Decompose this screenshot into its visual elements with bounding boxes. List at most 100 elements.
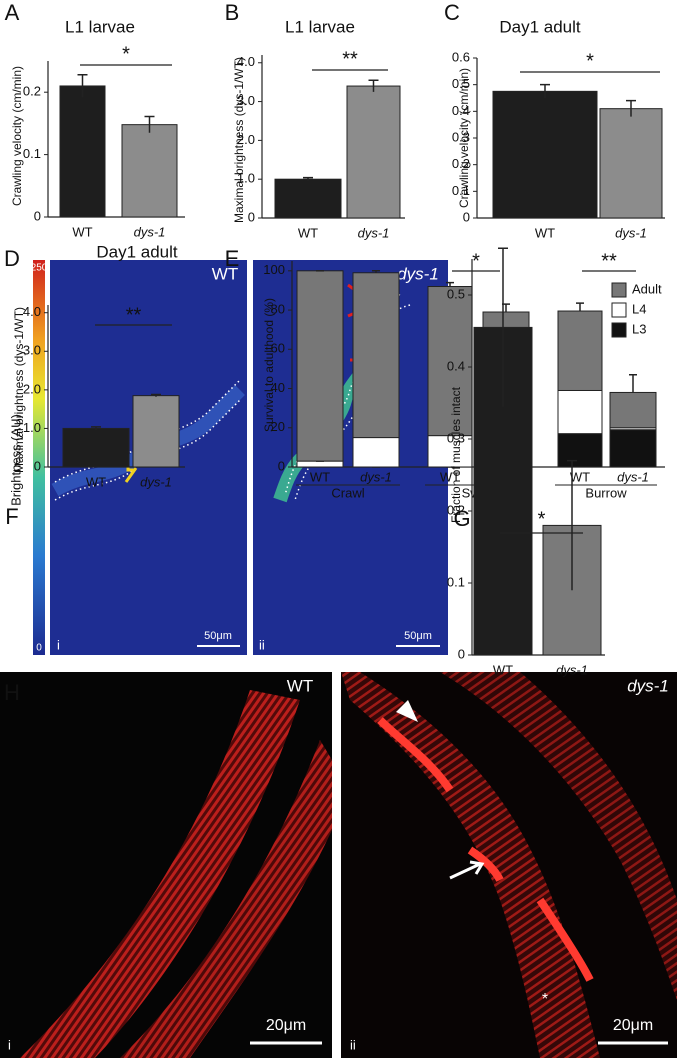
bar-segment bbox=[557, 389, 603, 435]
image-index: ii bbox=[350, 1037, 356, 1052]
error-bar bbox=[540, 83, 550, 98]
significance-label: * bbox=[472, 250, 480, 272]
arrow bbox=[449, 860, 485, 880]
significance-label: * bbox=[586, 50, 594, 72]
muscle bbox=[20, 690, 300, 1058]
y-tick-label: 0 bbox=[248, 209, 255, 224]
error-bar bbox=[446, 281, 454, 287]
bar-segment bbox=[609, 391, 657, 429]
significance-label: * bbox=[538, 508, 546, 530]
chart-title: L1 larvae bbox=[285, 17, 355, 36]
panel-letter: E bbox=[225, 246, 240, 271]
bar bbox=[346, 85, 401, 219]
y-axis-label: Survival to adulthood (%) bbox=[262, 298, 276, 432]
legend-label: L3 bbox=[632, 321, 646, 336]
y-axis-label: Fraction of muscles intact bbox=[449, 386, 463, 523]
colorbar-min: 0 bbox=[36, 643, 42, 654]
damaged-muscle bbox=[377, 717, 594, 982]
bar bbox=[62, 427, 130, 468]
panel-letter: D bbox=[4, 246, 20, 271]
muscle bbox=[440, 672, 677, 1000]
y-axis-label: Crawling velocity (cm/min) bbox=[457, 68, 471, 208]
x-tick-label: dys-1 bbox=[556, 662, 588, 677]
bar-segment bbox=[296, 270, 344, 462]
image-label: dys-1 bbox=[627, 676, 669, 695]
scale-label: 20μm bbox=[613, 1017, 653, 1034]
y-axis-label: Maximal brightness (dys-1/WT) bbox=[12, 307, 26, 473]
colorbar-label: Brightness (AU) bbox=[8, 414, 23, 506]
image-label: WT bbox=[287, 676, 313, 695]
y-tick-label: 1.0 bbox=[23, 420, 41, 435]
y-tick-label: 3.0 bbox=[23, 343, 41, 358]
legend-swatch bbox=[611, 322, 627, 338]
y-tick-label: 4.0 bbox=[237, 54, 255, 69]
bar-segment bbox=[557, 310, 603, 391]
bar bbox=[599, 108, 663, 219]
panel-h: WT i 20μm * dys-1 ii 20μm bbox=[0, 672, 677, 1058]
worm-outline bbox=[284, 293, 411, 501]
x-tick-label: dys-1 bbox=[140, 474, 172, 489]
y-tick-label: 0.6 bbox=[452, 49, 470, 64]
image-f-ii bbox=[253, 260, 448, 655]
error-bar bbox=[576, 302, 584, 312]
error-bar bbox=[498, 247, 508, 407]
bar bbox=[274, 178, 342, 219]
colorbar bbox=[33, 260, 45, 655]
image-label: WT bbox=[212, 264, 238, 283]
bar-segment bbox=[352, 272, 400, 439]
bar-segment bbox=[557, 433, 603, 468]
panel-letter: B bbox=[225, 0, 240, 25]
y-tick-label: 0 bbox=[34, 458, 41, 473]
y-tick-label: 0.2 bbox=[452, 156, 470, 171]
legend-label: L4 bbox=[632, 301, 646, 316]
y-tick-label: 0.2 bbox=[447, 502, 465, 517]
x-tick-label: WT bbox=[493, 662, 513, 677]
y-tick-label: 0.1 bbox=[447, 574, 465, 589]
bar bbox=[132, 395, 180, 468]
x-tick-label: dys-1 bbox=[615, 225, 647, 240]
significance-label: ** bbox=[342, 48, 358, 70]
x-tick-label: WT bbox=[535, 225, 555, 240]
y-tick-label: 0 bbox=[458, 646, 465, 661]
significance-label: ** bbox=[601, 250, 617, 272]
bar bbox=[492, 90, 598, 219]
bar-segment bbox=[296, 460, 344, 468]
panel-letter: G bbox=[453, 506, 470, 531]
x-tick-label: dys-1 bbox=[134, 224, 166, 239]
y-tick-label: 4.0 bbox=[23, 304, 41, 319]
y-tick-label: 0.3 bbox=[452, 129, 470, 144]
x-tick-label: WT bbox=[570, 469, 590, 484]
error-bar bbox=[151, 393, 161, 397]
group-label: Burrow bbox=[585, 485, 627, 500]
y-tick-label: 40 bbox=[271, 380, 285, 395]
y-tick-label: 100 bbox=[263, 262, 285, 277]
panel-letter: C bbox=[444, 0, 460, 25]
image-index: ii bbox=[259, 637, 265, 652]
x-tick-label: WT bbox=[86, 474, 106, 489]
y-tick-label: 1.0 bbox=[237, 171, 255, 186]
legend-swatch bbox=[611, 282, 627, 298]
legend-swatch bbox=[611, 302, 627, 318]
bar-segment bbox=[609, 429, 657, 468]
y-tick-label: 0.2 bbox=[23, 84, 41, 99]
chart-title: Day1 adult bbox=[499, 17, 581, 36]
colorbar-max: 250 bbox=[31, 263, 48, 274]
y-tick-label: 0.1 bbox=[23, 146, 41, 161]
error-bar bbox=[368, 79, 379, 92]
panel-letter: A bbox=[5, 0, 20, 25]
image-index: i bbox=[8, 1037, 11, 1052]
error-bar bbox=[626, 99, 636, 117]
image-index: i bbox=[57, 637, 60, 652]
y-tick-label: 0.5 bbox=[452, 76, 470, 91]
error-bar bbox=[77, 73, 88, 98]
error-bar bbox=[144, 115, 155, 133]
y-tick-label: 2.0 bbox=[237, 132, 255, 147]
legend-label: Adult bbox=[632, 281, 662, 296]
y-tick-label: 0.4 bbox=[452, 103, 470, 118]
x-tick-label: WT bbox=[298, 225, 318, 240]
y-tick-label: 0.3 bbox=[447, 430, 465, 445]
muscle bbox=[341, 672, 600, 1058]
group-label: Crawl bbox=[331, 485, 364, 500]
bar bbox=[59, 85, 106, 218]
